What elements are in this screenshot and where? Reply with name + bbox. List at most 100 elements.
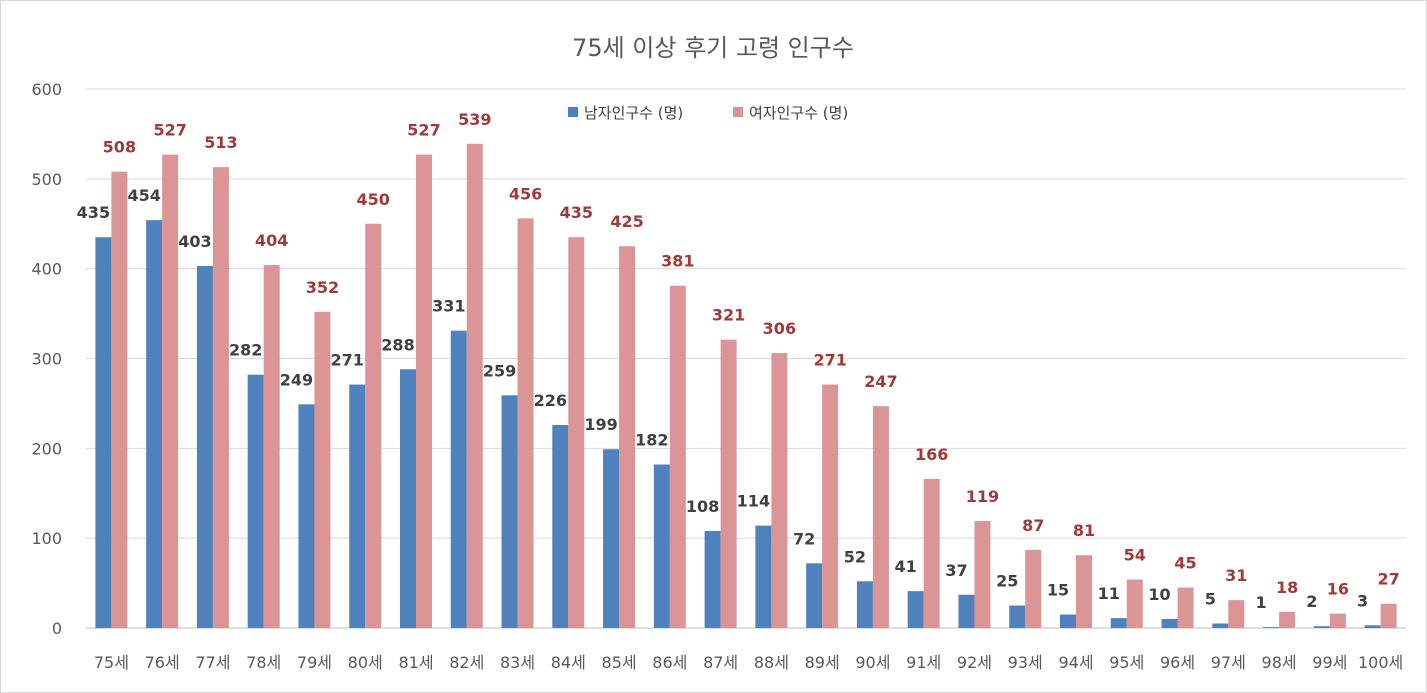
y-tick-label: 100 — [31, 529, 62, 548]
data-label-female: 45 — [1174, 554, 1196, 573]
bar-male — [1161, 619, 1178, 628]
bar-female — [974, 521, 991, 628]
bar-male — [958, 594, 975, 628]
bar-male — [298, 404, 315, 628]
data-label-male: 52 — [844, 547, 866, 566]
data-label-male: 3 — [1357, 591, 1368, 610]
data-label-male: 288 — [381, 335, 414, 354]
bar-male — [247, 374, 264, 628]
data-label-male: 2 — [1306, 592, 1317, 611]
x-tick-label: 94세 — [1058, 653, 1093, 672]
x-tick-label: 84세 — [551, 653, 586, 672]
data-label-male: 282 — [229, 341, 262, 360]
x-tick-label: 79세 — [297, 653, 332, 672]
data-label-male: 182 — [635, 431, 668, 450]
bar-female — [923, 478, 940, 628]
x-tick-label: 82세 — [449, 653, 484, 672]
data-label-male: 454 — [127, 186, 160, 205]
data-label-female: 18 — [1276, 578, 1298, 597]
data-label-male: 331 — [432, 297, 465, 316]
bar-male — [450, 330, 467, 628]
data-label-male: 37 — [945, 561, 967, 580]
data-label-male: 226 — [534, 391, 567, 410]
x-tick-label: 91세 — [906, 653, 941, 672]
bar-male — [349, 384, 366, 628]
data-label-female: 16 — [1327, 580, 1349, 599]
bar-female — [111, 171, 128, 628]
data-label-female: 247 — [864, 372, 897, 391]
bar-male — [1263, 627, 1280, 628]
data-label-male: 199 — [584, 415, 617, 434]
y-tick-label: 500 — [31, 170, 62, 189]
bar-female — [162, 154, 179, 628]
bar-female — [263, 265, 280, 628]
data-label-male: 11 — [1098, 584, 1120, 603]
bar-male — [400, 369, 416, 628]
bar-male — [1009, 605, 1026, 628]
y-tick-label: 200 — [31, 439, 62, 458]
data-label-female: 54 — [1124, 545, 1146, 564]
bar-male — [653, 464, 670, 628]
legend-label-male: 남자인구수 (명) — [584, 104, 683, 122]
bar-male — [1212, 623, 1229, 628]
data-label-female: 435 — [560, 203, 593, 222]
data-label-female: 404 — [255, 231, 288, 250]
data-label-female: 166 — [915, 445, 948, 464]
bar-female — [314, 311, 331, 628]
data-label-male: 15 — [1047, 581, 1069, 600]
bar-male — [146, 220, 163, 628]
x-tick-label: 78세 — [246, 653, 281, 672]
data-label-female: 539 — [458, 110, 491, 129]
x-tick-label: 98세 — [1262, 653, 1297, 672]
data-label-male: 72 — [793, 529, 815, 548]
bar-male — [1364, 625, 1381, 628]
legend-swatch-female — [733, 107, 743, 117]
x-tick-label: 88세 — [754, 653, 789, 672]
x-tick-label: 93세 — [1008, 653, 1043, 672]
bar-female — [872, 406, 889, 628]
data-label-female: 527 — [153, 121, 186, 140]
bar-female — [466, 143, 483, 628]
x-tick-label: 77세 — [195, 653, 230, 672]
data-label-female: 81 — [1073, 521, 1095, 540]
data-label-female: 119 — [966, 487, 999, 506]
x-tick-label: 83세 — [500, 653, 535, 672]
data-label-male: 249 — [280, 370, 313, 389]
legend-label-female: 여자인구수 (명) — [749, 104, 848, 122]
data-label-male: 435 — [77, 203, 110, 222]
bar-female — [1329, 613, 1346, 628]
bar-male — [806, 563, 823, 628]
data-label-female: 321 — [712, 306, 745, 325]
bar-female — [1228, 600, 1245, 628]
bar-male — [196, 265, 213, 628]
bar-male — [1313, 626, 1330, 628]
bar-female — [771, 353, 788, 628]
data-label-female: 450 — [357, 190, 390, 209]
x-tick-label: 90세 — [855, 653, 890, 672]
data-label-female: 271 — [813, 351, 846, 370]
bar-female — [1025, 549, 1042, 628]
x-axis: 75세 76세 77세 78세 79세 80세 81세 82세 83세 84세 85세 86세 87세 8… — [94, 653, 1403, 672]
bar-female — [1177, 587, 1194, 628]
data-label-male: 5 — [1205, 590, 1216, 609]
bar-male — [856, 581, 873, 628]
data-label-male: 403 — [178, 232, 211, 251]
data-label-male: 10 — [1148, 585, 1170, 604]
bar-female — [1076, 555, 1092, 628]
bar-female — [619, 246, 636, 629]
x-tick-label: 99세 — [1312, 653, 1347, 672]
legend: 남자인구수 (명) 여자인구수 (명) — [568, 104, 848, 122]
x-tick-label: 76세 — [145, 653, 180, 672]
y-tick-label: 600 — [31, 80, 62, 99]
bar-female — [669, 285, 686, 628]
data-labels: 4355084545274035132824042493522714502885… — [77, 110, 1400, 612]
bar-male — [603, 449, 620, 628]
bar-female — [416, 154, 432, 628]
bar-male — [501, 395, 518, 628]
data-label-male: 259 — [483, 361, 516, 380]
x-tick-label: 92세 — [957, 653, 992, 672]
data-label-female: 381 — [661, 252, 694, 271]
data-label-female: 306 — [763, 319, 796, 338]
y-tick-label: 0 — [52, 619, 62, 638]
